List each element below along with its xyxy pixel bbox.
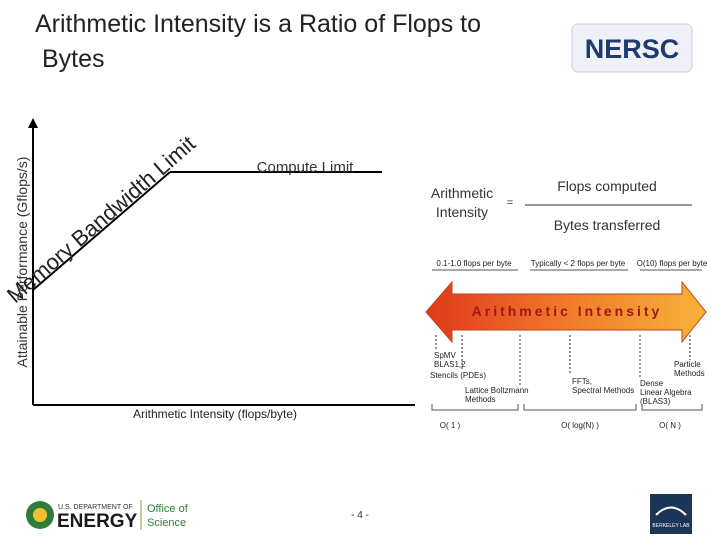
office: Science [147,517,186,529]
kernel-ticks [435,335,691,385]
logo-box [571,23,693,73]
order-label: O( N ) [659,421,681,430]
order-brackets [431,404,703,411]
lab-logo-mark [655,506,687,516]
doe-top: U.S. DEPARTMENT OF [58,504,133,511]
title-line: Arithmetic Intensity is a Ratio of Flops… [35,10,481,38]
kernel: Dense [640,379,664,388]
nersc-logo: NERSC [585,34,680,64]
kernel: (BLAS3) [640,397,671,406]
formula-numerator: Flops computed [557,178,657,194]
range-label: 0.1-1.0 flops per byte [436,259,512,268]
arrow-label: Arithmetic Intensity [472,303,663,319]
formula-term: Arithmetic [431,185,493,201]
kernel: Lattice Boltzmann [465,386,529,395]
axis-arrow [28,118,38,128]
lab-logo-text: BERKELEY LAB [652,523,690,529]
spectrum-arrow [425,280,707,344]
kernel: BLAS1,2 [434,360,466,369]
y-axis-label: Attainable Performance (Gflops/s) [14,157,30,368]
kernel: Spectral Methods [572,386,634,395]
kernel: Linear Algebra [640,388,692,397]
range-label: O(10) flops per byte [637,259,708,268]
title-line: Bytes [42,45,105,73]
doe-main: ENERGY [57,511,138,532]
order-label: O( log(N) ) [561,421,599,430]
formula-denominator: Bytes transferred [554,217,661,233]
doe-seal [33,508,47,522]
kernel: FFTs, [572,377,592,386]
office: Office of [147,503,189,515]
x-axis-label: Arithmetic Intensity (flops/byte) [133,407,297,421]
kernel: Methods [674,369,705,378]
kernel: SpMV [434,351,456,360]
kernel: Particle [674,360,701,369]
compute-limit-label: Compute Limit [257,159,355,176]
page-number: - 4 - [351,510,369,521]
kernel: Methods [465,395,496,404]
range-label: Typically < 2 flops per byte [531,259,626,268]
kernel: Stencils (PDEs) [430,371,486,380]
formula-term: Intensity [436,204,488,220]
order-label: O( 1 ) [440,421,461,430]
formula-equals: = [507,197,513,209]
memory-roof [32,171,171,291]
memory-limit-label: Memory Bandwidth Limit [2,131,200,308]
